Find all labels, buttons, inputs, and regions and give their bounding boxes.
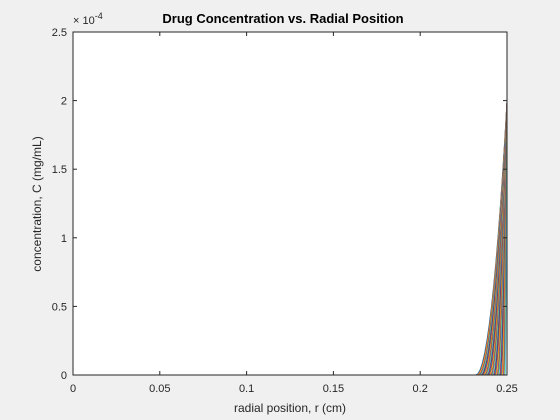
y-axis-exponent-base: × 10: [73, 15, 95, 27]
y-tick-label: 0.5: [52, 301, 67, 313]
x-tick-label: 0.1: [239, 383, 254, 395]
y-tick-label: 2: [61, 96, 67, 108]
series-layer: [73, 100, 508, 376]
x-tick-label: 0.05: [149, 383, 170, 395]
x-tick-label: 0.15: [323, 383, 344, 395]
y-axis-ticks: 0 0.5 1 1.5 2 2.5: [52, 27, 507, 382]
chart-title: Drug Concentration vs. Radial Position: [162, 11, 403, 26]
x-tick-label: 0.2: [413, 383, 428, 395]
x-tick-label: 0.25: [496, 383, 517, 395]
y-tick-label: 0: [61, 370, 67, 382]
plot-background: [73, 32, 507, 375]
y-tick-label: 2.5: [52, 27, 67, 39]
x-axis-label: radial position, r (cm): [234, 401, 346, 415]
y-axis-exponent: × 10-4: [73, 11, 103, 27]
y-tick-label: 1: [61, 233, 67, 245]
y-tick-label: 1.5: [52, 164, 67, 176]
y-axis-label: concentration, C (mg/mL): [30, 136, 44, 271]
y-axis-exponent-power: -4: [95, 11, 103, 21]
x-tick-label: 0: [70, 383, 76, 395]
x-axis-ticks: 0 0.05 0.1 0.15 0.2 0.25: [70, 32, 518, 395]
plot-box: [72, 31, 508, 376]
